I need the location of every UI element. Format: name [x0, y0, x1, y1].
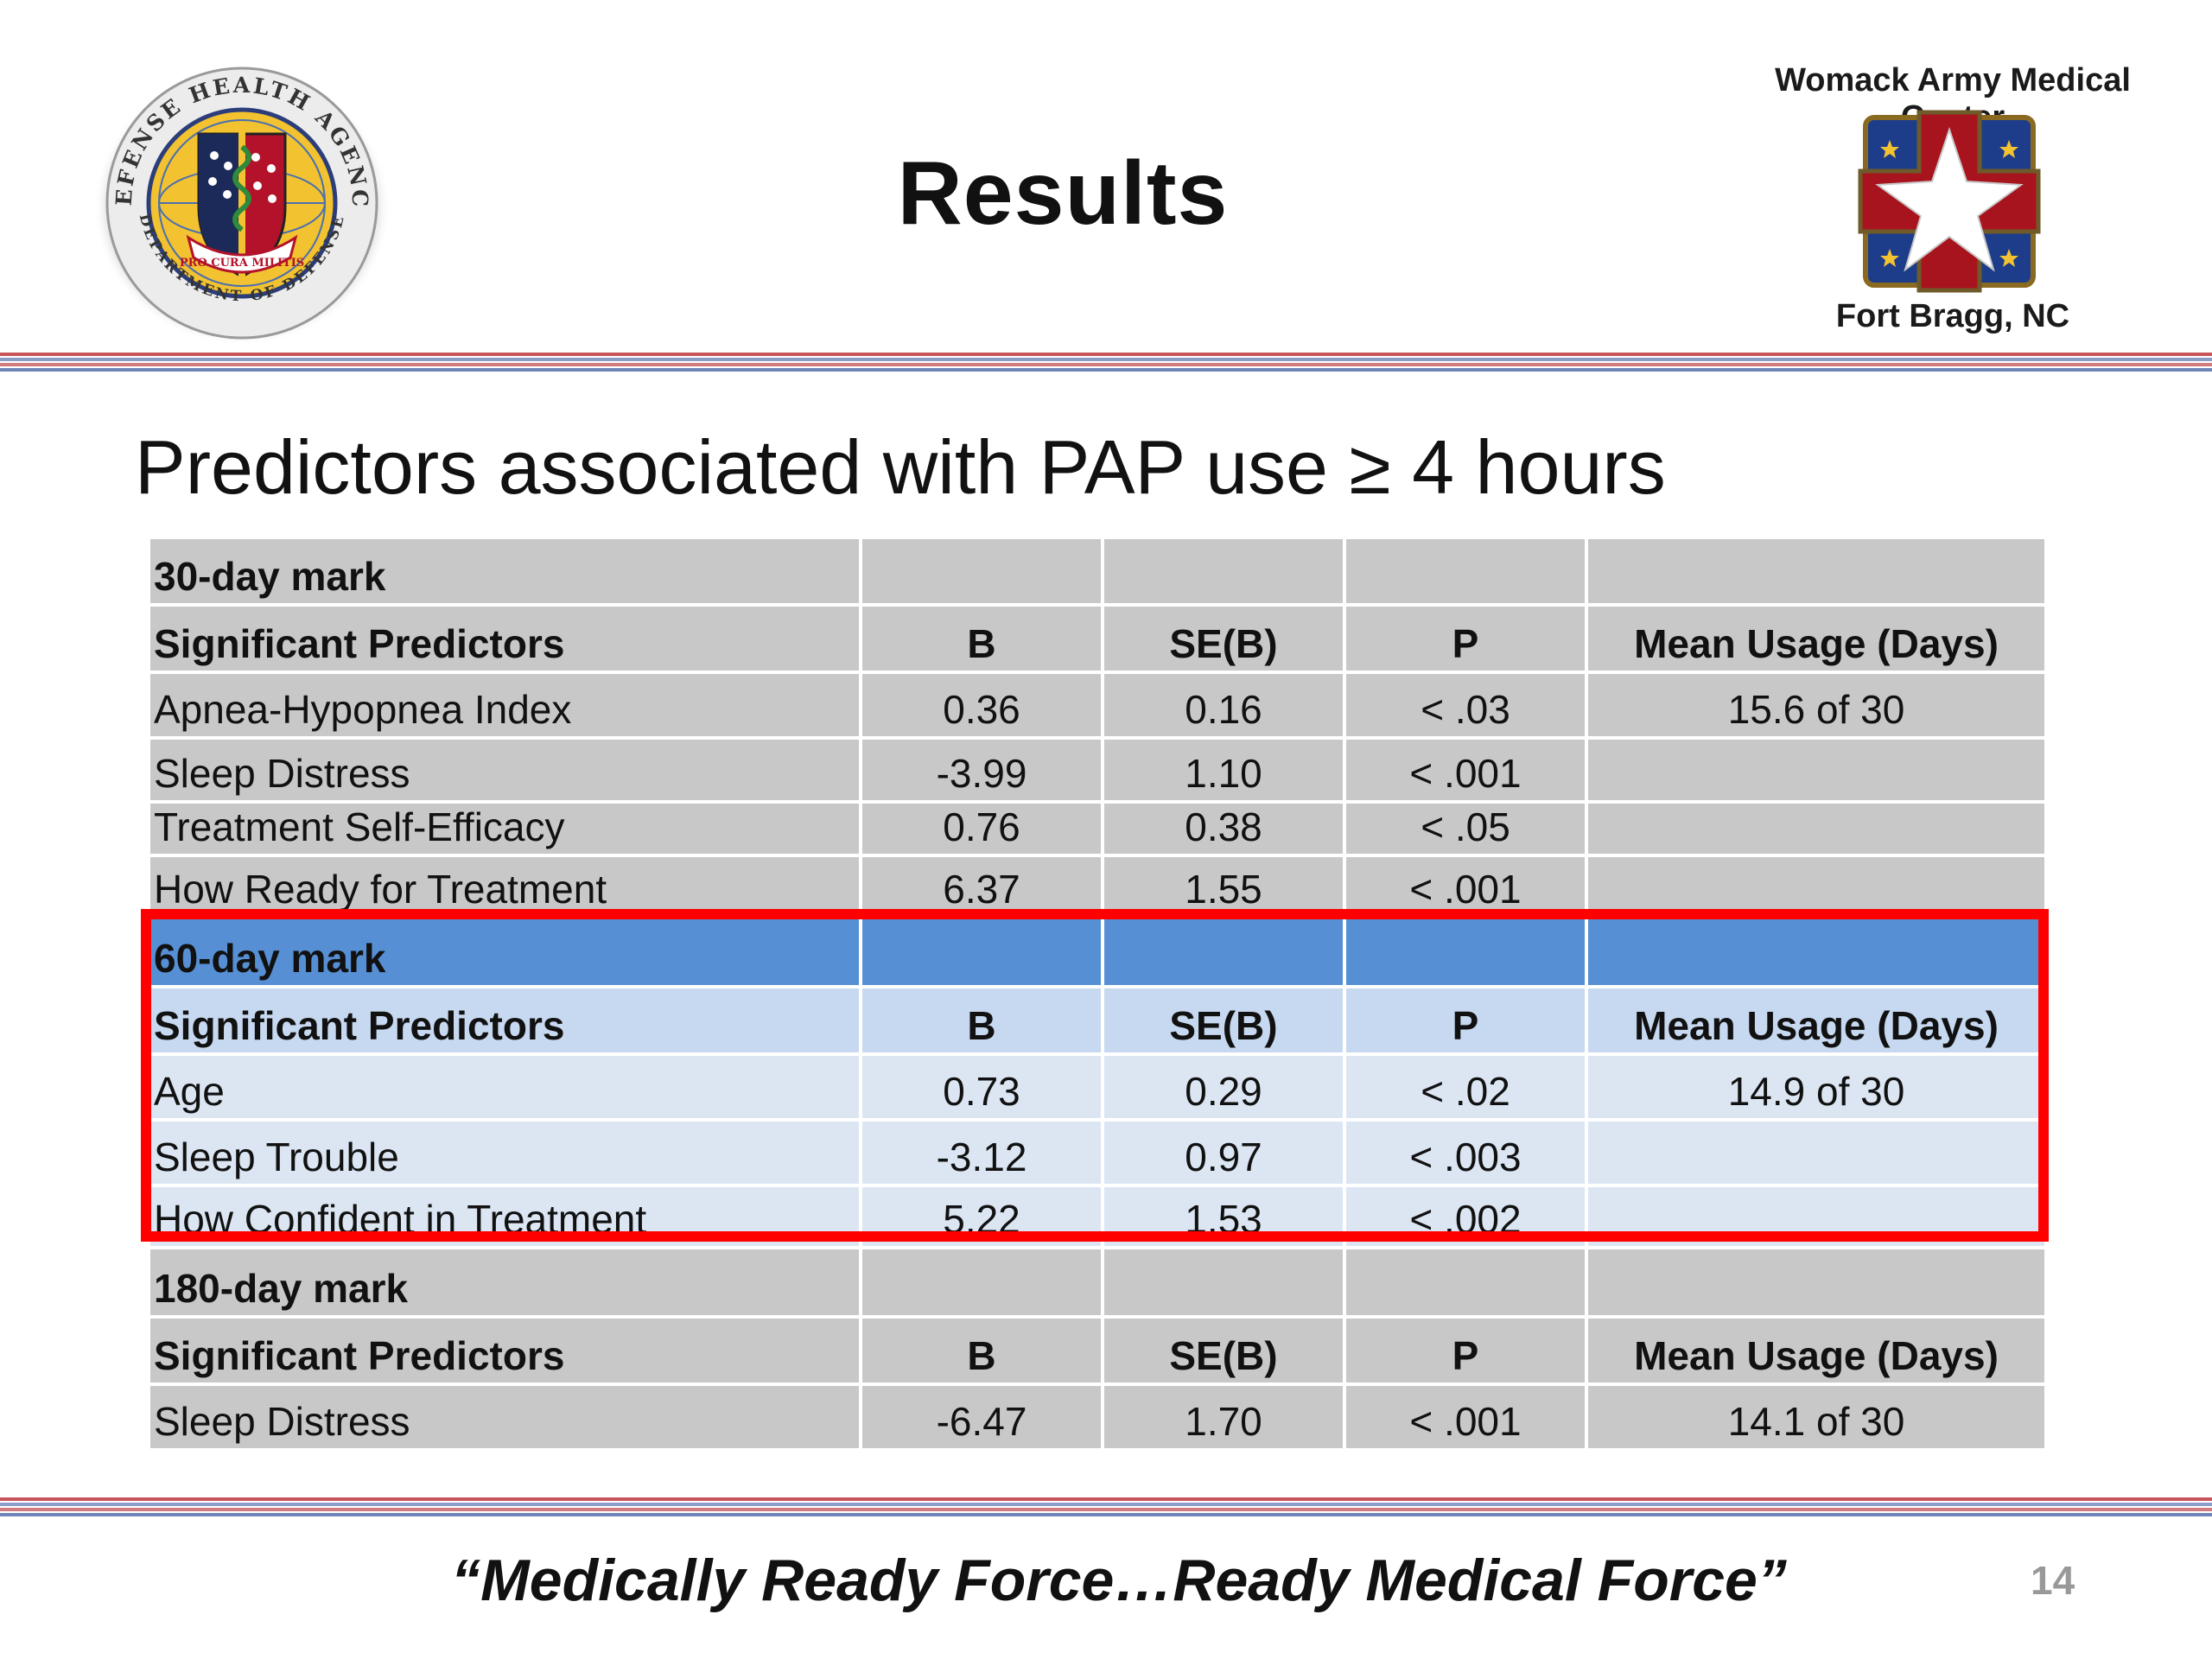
col-header-predictors: Significant Predictors: [147, 985, 862, 1056]
column-header-row: Significant Predictors B SE(B) P Mean Us…: [147, 985, 2048, 1056]
col-header-p: P: [1343, 1315, 1588, 1386]
col-header-se: SE(B): [1101, 985, 1346, 1056]
table-row: Treatment Self-Efficacy 0.76 0.38 < .05: [147, 800, 2048, 857]
col-header-b: B: [859, 1315, 1104, 1386]
b-cell: 6.37: [859, 854, 1104, 919]
mean-usage-cell: 15.6 of 30: [1585, 671, 2048, 740]
b-cell: 5.22: [859, 1184, 1104, 1249]
mean-usage-cell: [1585, 736, 2048, 804]
p-cell: < .03: [1343, 671, 1588, 740]
table-row: Sleep Trouble -3.12 0.97 < .003: [147, 1118, 2048, 1187]
predictor-cell: Apnea-Hypopnea Index: [147, 671, 862, 740]
defense-health-agency-seal: PRO CURA MILITIS DEFENSE HEALTH AGENCY D…: [86, 60, 391, 346]
table-row: Sleep Distress -6.47 1.70 < .001 14.1 of…: [147, 1382, 2048, 1452]
womack-location: Fort Bragg, NC: [1835, 298, 2070, 334]
page-number: 14: [2031, 1558, 2075, 1603]
se-cell: 1.70: [1101, 1382, 1346, 1452]
col-header-p: P: [1343, 603, 1588, 674]
b-cell: -3.99: [859, 736, 1104, 804]
predictor-cell: How Ready for Treatment: [147, 854, 862, 919]
b-cell: 0.76: [859, 800, 1104, 857]
predictor-cell: Sleep Distress: [147, 1382, 862, 1452]
p-cell: < .002: [1343, 1184, 1588, 1249]
col-header-se: SE(B): [1101, 603, 1346, 674]
se-cell: 0.16: [1101, 671, 1346, 740]
col-header-predictors: Significant Predictors: [147, 603, 862, 674]
mean-usage-cell: [1585, 1184, 2048, 1249]
predictor-cell: Age: [147, 1052, 862, 1122]
b-cell: 0.36: [859, 671, 1104, 740]
b-cell: -6.47: [859, 1382, 1104, 1452]
col-header-predictors: Significant Predictors: [147, 1315, 862, 1386]
mean-usage-cell: 14.9 of 30: [1585, 1052, 2048, 1122]
predictor-cell: Sleep Distress: [147, 736, 862, 804]
se-cell: 0.38: [1101, 800, 1346, 857]
col-header-b: B: [859, 603, 1104, 674]
p-cell: < .001: [1343, 736, 1588, 804]
p-cell: < .05: [1343, 800, 1588, 857]
section-mark-label: 30-day mark: [147, 536, 862, 607]
section-60-day-mark-row: 60-day mark: [147, 916, 2048, 988]
slide-title: Results: [897, 143, 1229, 244]
table-row: Age 0.73 0.29 < .02 14.9 of 30: [147, 1052, 2048, 1122]
p-cell: < .003: [1343, 1118, 1588, 1187]
section-mark-label: 180-day mark: [147, 1246, 862, 1319]
p-cell: < .001: [1343, 854, 1588, 919]
predictor-cell: Treatment Self-Efficacy: [147, 800, 862, 857]
section-30-day-mark-row: 30-day mark: [147, 536, 2048, 607]
table-row: Sleep Distress -3.99 1.10 < .001: [147, 736, 2048, 804]
predictors-table: 30-day mark Significant Predictors B SE(…: [147, 536, 2048, 1452]
section-180-day-mark-row: 180-day mark: [147, 1246, 2048, 1319]
se-cell: 1.53: [1101, 1184, 1346, 1249]
se-cell: 0.29: [1101, 1052, 1346, 1122]
se-cell: 1.10: [1101, 736, 1346, 804]
col-header-mean-usage: Mean Usage (Days): [1585, 603, 2048, 674]
se-cell: 1.55: [1101, 854, 1346, 919]
header-divider-stripe: [0, 353, 2212, 382]
se-cell: 0.97: [1101, 1118, 1346, 1187]
womack-cross-emblem: [1858, 110, 2041, 293]
p-cell: < .02: [1343, 1052, 1588, 1122]
footer-divider-stripe: [0, 1497, 2212, 1527]
mean-usage-cell: [1585, 1118, 2048, 1187]
table-row: Apnea-Hypopnea Index 0.36 0.16 < .03 15.…: [147, 671, 2048, 740]
col-header-b: B: [859, 985, 1104, 1056]
b-cell: 0.73: [859, 1052, 1104, 1122]
table-row: How Ready for Treatment 6.37 1.55 < .001: [147, 854, 2048, 919]
mean-usage-cell: 14.1 of 30: [1585, 1382, 2048, 1452]
table-subtitle: Predictors associated with PAP use ≥ 4 h…: [135, 424, 1666, 510]
seal-motto: PRO CURA MILITIS: [180, 257, 304, 270]
column-header-row: Significant Predictors B SE(B) P Mean Us…: [147, 1315, 2048, 1386]
col-header-mean-usage: Mean Usage (Days): [1585, 1315, 2048, 1386]
section-mark-label: 60-day mark: [147, 916, 862, 988]
mean-usage-cell: [1585, 800, 2048, 857]
footer-tagline: “Medically Ready Force…Ready Medical For…: [451, 1548, 1787, 1613]
b-cell: -3.12: [859, 1118, 1104, 1187]
mean-usage-cell: [1585, 854, 2048, 919]
col-header-se: SE(B): [1101, 1315, 1346, 1386]
col-header-p: P: [1343, 985, 1588, 1056]
col-header-mean-usage: Mean Usage (Days): [1585, 985, 2048, 1056]
predictor-cell: Sleep Trouble: [147, 1118, 862, 1187]
p-cell: < .001: [1343, 1382, 1588, 1452]
column-header-row: Significant Predictors B SE(B) P Mean Us…: [147, 603, 2048, 674]
predictor-cell: How Confident in Treatment: [147, 1184, 862, 1249]
table-row: How Confident in Treatment 5.22 1.53 < .…: [147, 1184, 2048, 1249]
